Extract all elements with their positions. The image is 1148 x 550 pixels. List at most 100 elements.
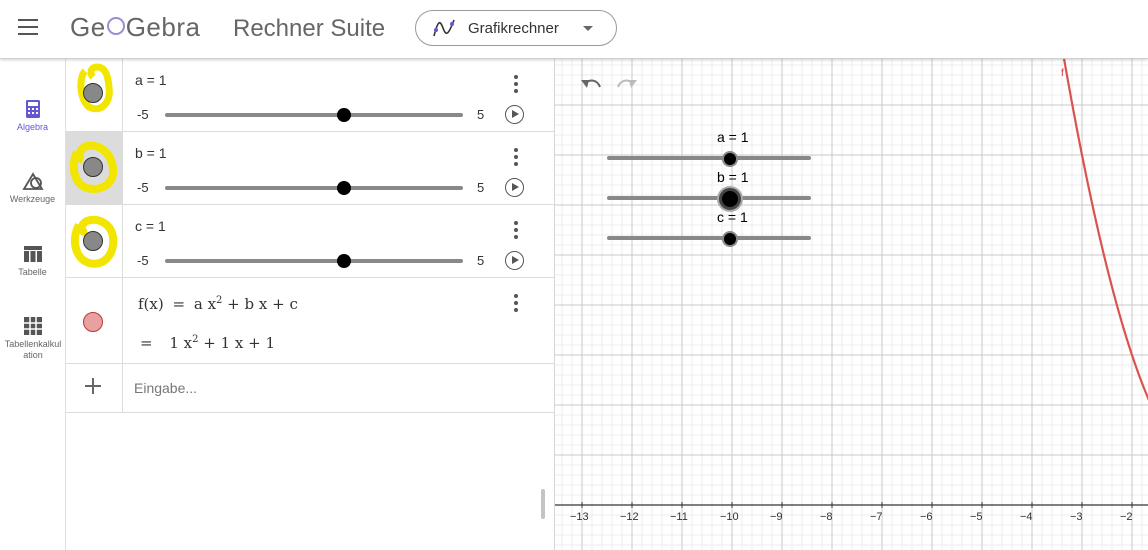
geogebra-logo: Ge Gebra <box>70 12 201 42</box>
more-options-icon[interactable] <box>514 294 518 315</box>
graphics-slider-c-track[interactable] <box>607 236 811 240</box>
slider-b-definition[interactable]: b = 1 <box>135 145 167 161</box>
coordinate-grid <box>555 59 1148 550</box>
x-tick-label: −9 <box>770 511 783 523</box>
tools-icon <box>21 172 44 190</box>
suite-title: Rechner Suite <box>233 15 386 42</box>
more-options-icon[interactable] <box>514 148 518 169</box>
sidebar-item-tabellenkalkulation[interactable]: Tabellenkalkulation <box>0 316 65 361</box>
visibility-marble-f[interactable] <box>83 312 103 332</box>
sidebar-item-tabelle[interactable]: Tabelle <box>0 244 65 278</box>
slider-c-track[interactable] <box>165 259 463 263</box>
algebra-row-function-f[interactable]: f(x) = a x2 + b x + c = 1 x2 + 1 x + 1 <box>66 278 554 364</box>
function-name: f(x) <box>138 295 164 313</box>
slider-b-track[interactable] <box>165 186 463 190</box>
highlight-scribble-icon <box>69 141 118 193</box>
table-icon <box>23 246 42 262</box>
term-a: a x <box>193 295 217 313</box>
algebra-input-row[interactable]: Eingabe... <box>66 364 554 413</box>
slider-b-thumb[interactable] <box>336 181 351 195</box>
x-tick-label: −11 <box>670 511 688 523</box>
marble-cell <box>66 59 123 131</box>
graphics-slider-a-label: a = 1 <box>717 129 749 145</box>
chevron-down-icon <box>583 26 593 31</box>
play-icon[interactable] <box>505 178 524 197</box>
sidebar-item-algebra[interactable]: Algebra <box>0 99 65 133</box>
value-exponent: 2 <box>192 334 199 345</box>
slider-c-min: -5 <box>137 253 149 268</box>
spreadsheet-icon <box>23 317 42 335</box>
marble-cell <box>66 364 123 412</box>
app-header: Ge Gebra Rechner Suite Grafikrechner <box>0 0 1148 59</box>
graphics-slider-c-thumb[interactable] <box>722 231 738 247</box>
visibility-marble-c[interactable] <box>83 231 103 251</box>
slider-a-track[interactable] <box>165 113 463 117</box>
graphing-icon <box>433 19 455 37</box>
slider-b-max: 5 <box>477 180 485 195</box>
play-icon[interactable] <box>505 105 524 124</box>
x-tick-label: −6 <box>920 511 933 523</box>
plus-icon[interactable] <box>85 378 101 394</box>
function-definition[interactable]: f(x) = a x2 + b x + c <box>138 295 298 313</box>
highlight-scribble-icon <box>70 215 118 268</box>
x-tick-label: −13 <box>570 511 589 523</box>
graphics-slider-a-track[interactable] <box>607 156 811 160</box>
slider-a-definition[interactable]: a = 1 <box>135 72 167 88</box>
algebra-input[interactable]: Eingabe... <box>134 380 198 396</box>
graphics-slider-a-thumb[interactable] <box>722 151 738 167</box>
x-tick-label: −10 <box>720 511 739 523</box>
algebra-row-slider-b[interactable]: b = 1 -5 5 <box>66 132 554 205</box>
visibility-marble-b[interactable] <box>83 157 103 177</box>
equals-sign: = <box>140 334 153 352</box>
marble-cell <box>66 132 123 204</box>
exponent: 2 <box>216 295 223 306</box>
slider-c-thumb[interactable] <box>336 254 351 268</box>
function-graph-label: f <box>1061 68 1064 79</box>
graphics-slider-b-thumb[interactable] <box>719 188 741 210</box>
play-icon[interactable] <box>505 251 524 270</box>
slider-b-min: -5 <box>137 180 149 195</box>
x-tick-label: −3 <box>1070 511 1083 523</box>
sidebar-item-werkzeuge[interactable]: Werkzeuge <box>0 171 65 205</box>
equals-sign: = <box>172 295 186 313</box>
function-value: = 1 x2 + 1 x + 1 <box>140 334 275 352</box>
x-tick-label: −5 <box>970 511 983 523</box>
slider-c-definition[interactable]: c = 1 <box>135 218 166 234</box>
term-rest: + b x + c <box>222 295 298 313</box>
x-tick-label: −4 <box>1020 511 1033 523</box>
graphics-slider-b-track[interactable] <box>607 196 811 200</box>
x-tick-label: −12 <box>620 511 639 523</box>
algebra-view: a = 1 -5 5 b = 1 -5 5 c = 1 <box>66 59 555 550</box>
sidebar-label-tabellenkalkulation: Tabellenkalkulation <box>4 339 62 360</box>
algebra-row-slider-a[interactable]: a = 1 -5 5 <box>66 59 554 132</box>
function-graph-curve[interactable] <box>1032 59 1148 416</box>
sidebar-label-algebra: Algebra <box>16 122 49 132</box>
x-tick-label: −7 <box>870 511 883 523</box>
undo-icon[interactable] <box>579 76 603 94</box>
more-options-icon[interactable] <box>514 75 518 96</box>
menu-icon[interactable] <box>18 19 40 37</box>
scrollbar[interactable] <box>541 489 545 519</box>
more-options-icon[interactable] <box>514 221 518 242</box>
app-selector-label: Grafikrechner <box>468 20 559 37</box>
algebra-row-slider-c[interactable]: c = 1 -5 5 <box>66 205 554 278</box>
value-term-a: 1 x <box>169 334 193 352</box>
value-term-rest: + 1 x + 1 <box>198 334 276 352</box>
slider-a-max: 5 <box>477 107 485 122</box>
x-tick-label: −2 <box>1120 511 1133 523</box>
graphics-slider-b-label: b = 1 <box>717 169 749 185</box>
graphics-view[interactable]: a = 1 b = 1 c = 1 f −13 −12 −11 −10 −9 −8 −7 −6… <box>555 59 1148 550</box>
app-selector[interactable]: Grafikrechner <box>415 10 617 46</box>
slider-a-min: -5 <box>137 107 149 122</box>
highlight-scribble-icon <box>77 63 113 113</box>
slider-a-thumb[interactable] <box>336 108 351 122</box>
slider-c-max: 5 <box>477 253 485 268</box>
x-tick-label: −8 <box>820 511 833 523</box>
marble-cell <box>66 205 123 277</box>
visibility-marble-a[interactable] <box>83 83 103 103</box>
redo-icon[interactable] <box>615 76 639 94</box>
sidebar-label-werkzeuge: Werkzeuge <box>9 194 56 204</box>
graphics-slider-c-label: c = 1 <box>717 209 748 225</box>
calculator-icon <box>25 100 40 118</box>
marble-cell <box>66 278 123 363</box>
